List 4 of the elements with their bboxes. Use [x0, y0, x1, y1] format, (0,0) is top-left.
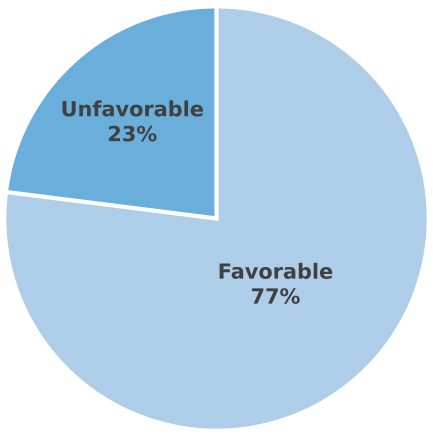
data-label: 77% [252, 288, 300, 304]
slice-label: Favorable [220, 262, 332, 279]
data-label: 23% [108, 126, 157, 142]
slice-label: Unfavorable [62, 100, 203, 117]
